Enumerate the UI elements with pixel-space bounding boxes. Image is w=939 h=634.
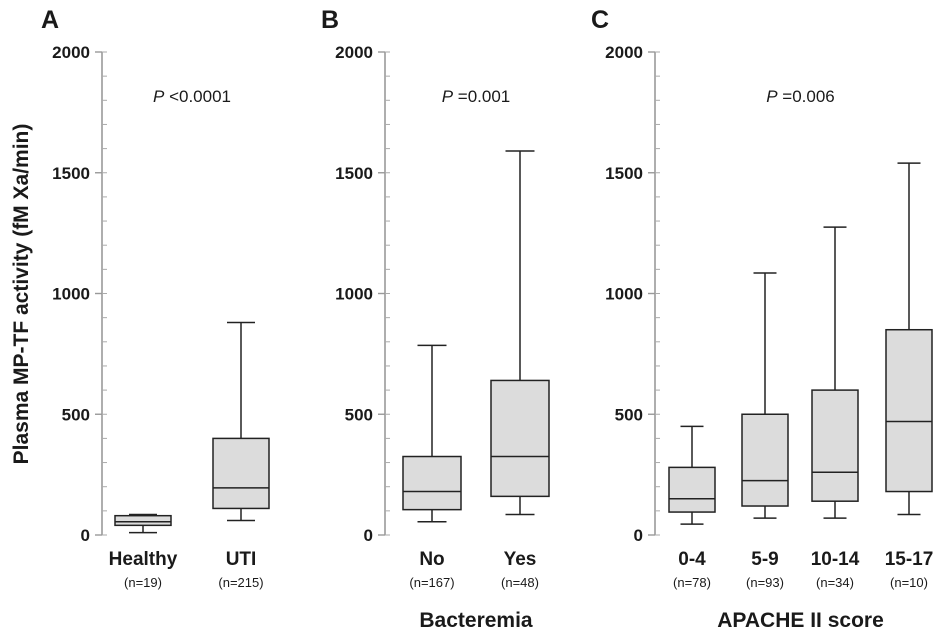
p-value-text: =0.001	[453, 87, 510, 106]
panel-letter: C	[591, 6, 609, 34]
y-tick-label: 0	[81, 526, 90, 545]
p-value-annotation: P =0.001	[442, 87, 511, 106]
panel-letter: B	[321, 6, 339, 34]
panel-c: C 0 500 1000 1500 2000 P =0.006 0-4 (n=78) 5-9 (n=…	[591, 6, 933, 632]
y-tick-label: 500	[345, 405, 373, 424]
p-value-italic: P	[766, 87, 778, 106]
y-tick-label: 2000	[52, 43, 90, 62]
panel-letter: A	[41, 6, 59, 34]
sample-size-label: (n=78)	[673, 575, 711, 590]
category-label: 10-14	[811, 549, 860, 570]
x-axis-label: APACHE II score	[717, 609, 884, 632]
category-label: UTI	[226, 549, 257, 570]
iqr-box	[114, 514, 172, 527]
p-value-annotation: P =0.006	[766, 87, 835, 106]
iqr-box	[212, 437, 270, 510]
y-tick-label: 2000	[335, 43, 373, 62]
p-value-annotation: P <0.0001	[153, 87, 231, 106]
category-label: Healthy	[109, 549, 178, 570]
iqr-box	[402, 455, 462, 511]
box-c-1	[741, 272, 789, 519]
panel-b: B 0 500 1000 1500 2000 P =0.001 No (n=167) Yes (n=…	[321, 6, 550, 632]
box-b-1	[490, 150, 550, 516]
p-value-italic: P	[442, 87, 454, 106]
sample-size-label: (n=48)	[501, 575, 539, 590]
p-value-italic: P	[153, 87, 165, 106]
sample-size-label: (n=93)	[746, 575, 784, 590]
y-axis-label: Plasma MP-TF activity (fM Xa/min)	[10, 124, 33, 465]
iqr-box	[741, 413, 789, 507]
sample-size-label: (n=167)	[409, 575, 454, 590]
p-value-text: =0.006	[778, 87, 835, 106]
iqr-box	[490, 379, 550, 498]
box-a-0	[114, 513, 172, 534]
y-tick-label: 0	[364, 526, 373, 545]
iqr-box	[885, 328, 933, 493]
y-tick-label: 1000	[52, 285, 90, 304]
y-tick-label: 2000	[605, 43, 643, 62]
iqr-box	[668, 466, 716, 513]
y-tick-label: 1000	[335, 285, 373, 304]
category-label: 5-9	[751, 549, 778, 570]
y-tick-label: 0	[634, 526, 643, 545]
x-axis-label: Bacteremia	[419, 609, 533, 632]
category-label: 0-4	[678, 549, 706, 570]
box-a-1	[212, 321, 270, 522]
p-value-text: <0.0001	[164, 87, 231, 106]
category-label: 15-17	[885, 549, 934, 570]
panel-a: A 0 500 1000 1500 2000 P <0.0001 Healthy (n=19) U…	[41, 6, 270, 590]
category-label: Yes	[504, 549, 537, 570]
box-c-3	[885, 162, 933, 516]
box-c-2	[811, 226, 859, 519]
y-tick-label: 1500	[335, 164, 373, 183]
y-tick-label: 1500	[605, 164, 643, 183]
panels: A 0 500 1000 1500 2000 P <0.0001 Healthy (n=19) U…	[41, 6, 933, 632]
category-label: No	[419, 549, 444, 570]
y-tick-label: 500	[615, 405, 643, 424]
box-b-0	[402, 344, 462, 523]
sample-size-label: (n=10)	[890, 575, 928, 590]
y-tick-label: 1000	[605, 285, 643, 304]
box-c-0	[668, 425, 716, 525]
sample-size-label: (n=34)	[816, 575, 854, 590]
sample-size-label: (n=215)	[218, 575, 263, 590]
sample-size-label: (n=19)	[124, 575, 162, 590]
y-tick-label: 500	[62, 405, 90, 424]
y-tick-label: 1500	[52, 164, 90, 183]
iqr-box	[811, 389, 859, 502]
